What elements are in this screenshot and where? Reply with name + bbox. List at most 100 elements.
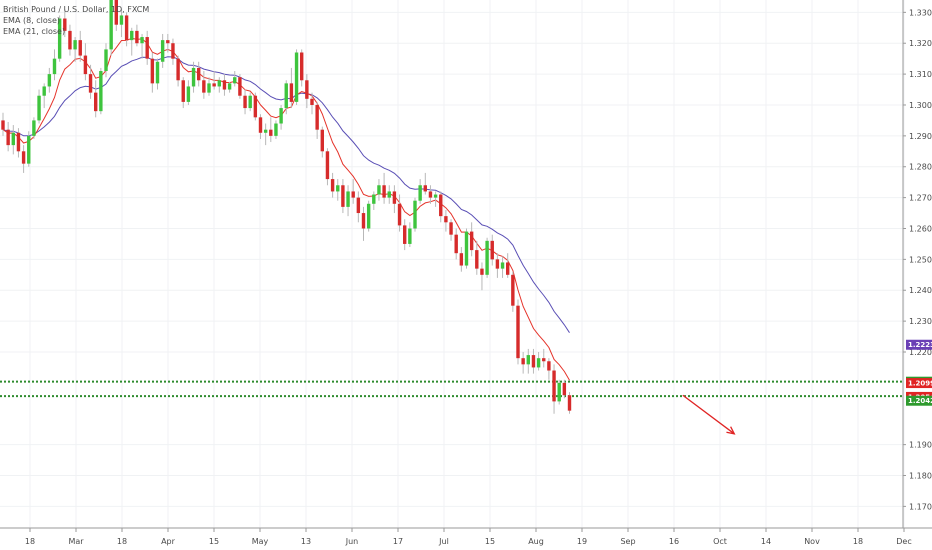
candle [310,92,314,115]
candle [6,121,10,152]
candle-body [366,203,371,229]
candle-body [500,262,505,269]
candle-body [145,37,149,59]
candle-body [403,225,407,244]
price-tags: 1.222351.210381.209941.205451.20422 [906,339,932,406]
candle-body [542,358,546,362]
candle-body [392,191,397,204]
candle [356,191,361,223]
candle [485,237,489,278]
candle-body [361,213,366,229]
candle [403,219,407,251]
candle-body [32,120,36,136]
candle [57,15,62,62]
candle-body [531,355,536,368]
candle-body [119,15,124,25]
candle-body [464,231,469,266]
candle [207,77,211,96]
candle-body [207,83,211,93]
candle-body [186,86,191,102]
candle-body [475,250,479,269]
candle-body [377,185,381,195]
candle-body [52,58,57,75]
candle [253,92,258,121]
candle [150,52,155,93]
candle [119,9,124,38]
candle-body [16,132,21,152]
candle [21,145,26,173]
candle [387,185,391,204]
candle-body [490,240,494,260]
y-tick-label: 1.24000 [909,286,932,295]
x-tick-label: 15 [209,537,219,546]
candle-body [222,80,227,90]
candle [37,89,41,124]
candle-body [315,104,319,130]
support-levels [0,380,903,398]
candle-body [428,191,433,198]
x-axis[interactable]: 18 Mar 18 Apr 15 May 13 Jun 17 Jul 15 Aug 19 Sep 16 Oct… [25,528,912,546]
candles[interactable] [1,0,572,414]
candle-body [114,0,118,25]
candle [428,185,433,204]
candle-body [27,135,31,164]
candle [1,112,5,136]
candle [294,49,299,105]
candle-body [269,129,273,136]
candle [27,131,31,167]
candle [104,43,108,78]
y-tick-label: 1.17000 [909,502,932,511]
candle [490,234,494,266]
y-axis[interactable]: 1.33000 1.32000 1.31000 1.30000 1.29000 1.280… [903,8,932,511]
candle [88,64,93,99]
candle-body [382,185,386,198]
candle [289,67,294,109]
candle [248,92,252,112]
candle-body [516,305,520,359]
candle [186,80,191,105]
candle [191,61,196,93]
candle [73,37,77,62]
candle [511,271,515,312]
candle [222,74,227,96]
candle [227,81,232,93]
legend-ema-slow: EMA (21, close) [3,27,65,36]
candle [124,12,129,47]
candle-body [233,77,237,84]
x-tick-label: Aug [528,537,544,546]
candle-body [387,191,391,198]
candle [284,80,288,115]
candle-body [511,274,515,306]
candle-body [1,120,5,130]
y-tick-label: 1.19000 [909,441,932,450]
candle [176,55,180,87]
candle [181,77,185,109]
candle-body [140,37,144,44]
candle [155,58,160,90]
candle-body [300,52,304,81]
candle [542,348,546,368]
candle [300,49,304,87]
x-tick-label: Jul [438,537,449,546]
y-tick-label: 1.26000 [909,224,932,233]
candle [464,228,469,269]
y-tick-label: 1.33000 [909,8,932,17]
candle-body [150,58,155,84]
candle [238,74,242,99]
candle [305,74,309,109]
x-tick-label: 19 [577,537,587,546]
candle [552,364,556,414]
projection-line [682,394,735,435]
candle [68,24,72,56]
y-tick-label: 1.25000 [909,255,932,264]
candle-body [552,370,556,402]
price-tag-bg [906,339,932,350]
candle [346,185,350,217]
candle-body [305,80,309,99]
y-tick-label: 1.22000 [909,348,932,357]
candle-body [506,262,510,275]
candle [562,379,567,399]
candle-body [351,191,355,198]
